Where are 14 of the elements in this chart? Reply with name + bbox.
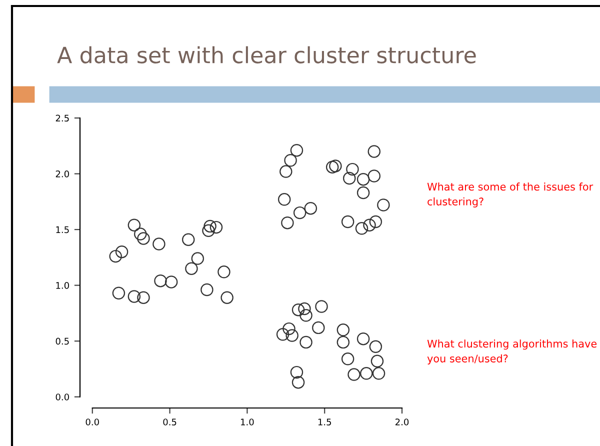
y-tick-label: 1.5 <box>56 226 69 234</box>
text: What are some of the issues for clustering? <box>427 182 594 208</box>
text: What clustering algorithms have you seen/used? <box>427 340 597 364</box>
x-tick-label: 1.0 <box>241 418 254 426</box>
x-tick-label: 0.5 <box>163 418 176 426</box>
chart-title: A data set with clear cluster structure <box>57 46 476 64</box>
y-tick-label: 2.0 <box>56 170 69 178</box>
y-tick-label: 0.0 <box>56 394 69 400</box>
x-tick-label: 2.0 <box>395 418 409 426</box>
y-tick-label: 2.5 <box>56 114 69 122</box>
x-tick-label: 1.5 <box>318 418 331 426</box>
y-tick-label: 0.5 <box>56 338 69 345</box>
x-tick-label: 0.0 <box>86 418 99 426</box>
y-tick-label: 1.0 <box>56 282 69 289</box>
